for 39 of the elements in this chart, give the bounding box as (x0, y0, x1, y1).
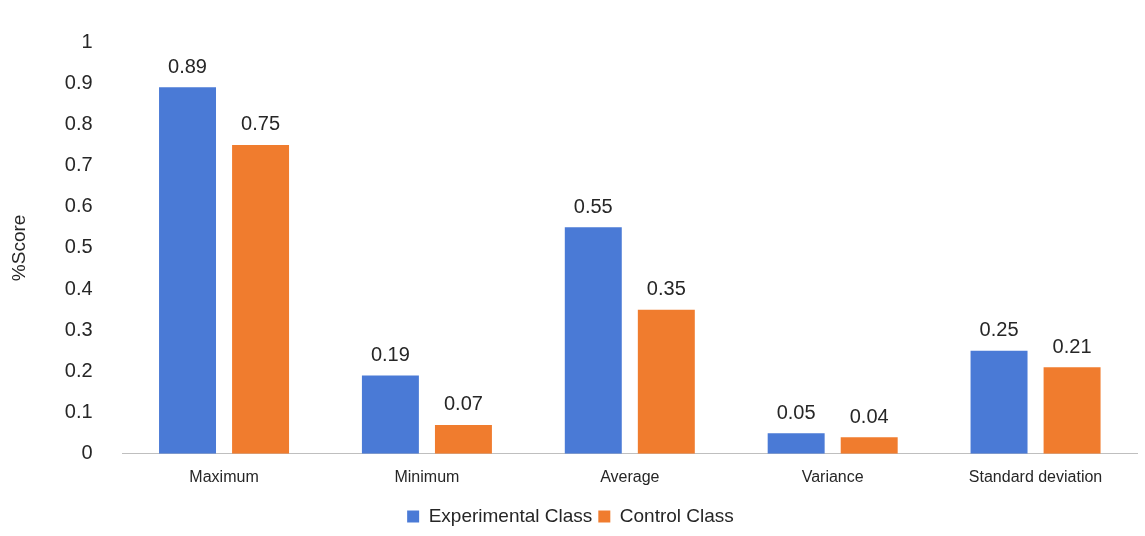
data-label: 0.89 (168, 54, 207, 77)
legend-label: Experimental Class (428, 504, 593, 526)
x-tick-label: Average (600, 467, 660, 485)
x-tick-label: Minimum (394, 467, 460, 485)
bar (1043, 367, 1101, 454)
data-label: 0.25 (979, 318, 1019, 341)
x-tick-label: Variance (801, 467, 864, 485)
data-label: 0.55 (573, 194, 613, 217)
bar (159, 87, 217, 454)
y-axis-title: %Score (7, 214, 29, 282)
bar (434, 424, 492, 454)
y-tick-label: 0.5 (64, 235, 93, 258)
y-tick-label: 1 (81, 29, 93, 52)
bar (232, 144, 290, 454)
y-tick-label: 0.9 (64, 70, 93, 93)
y-tick-label: 0.6 (64, 194, 93, 217)
data-label: 0.19 (370, 343, 410, 366)
y-tick-label: 0.4 (64, 276, 93, 299)
bar (970, 350, 1028, 454)
x-tick-label: Maximum (189, 467, 259, 485)
data-label: 0.21 (1052, 334, 1092, 357)
data-label: 0.05 (776, 400, 816, 423)
bar (564, 227, 622, 454)
bar (637, 309, 695, 454)
y-tick-label: 0.7 (64, 153, 93, 176)
bar (361, 375, 419, 454)
data-label: 0.35 (646, 277, 686, 300)
y-tick-label: 0.2 (64, 358, 93, 381)
legend-label: Control Class (619, 504, 734, 526)
data-label: 0.75 (241, 112, 281, 135)
data-label: 0.07 (443, 392, 483, 415)
x-tick-label: Standard deviation (968, 467, 1103, 485)
y-tick-label: 0.8 (64, 111, 93, 134)
data-label: 0.04 (849, 404, 889, 427)
bar (767, 433, 825, 454)
y-tick-label: 0 (81, 441, 93, 464)
y-tick-label: 0.1 (64, 400, 93, 423)
bar (840, 437, 898, 454)
y-tick-label: 0.3 (64, 317, 93, 340)
